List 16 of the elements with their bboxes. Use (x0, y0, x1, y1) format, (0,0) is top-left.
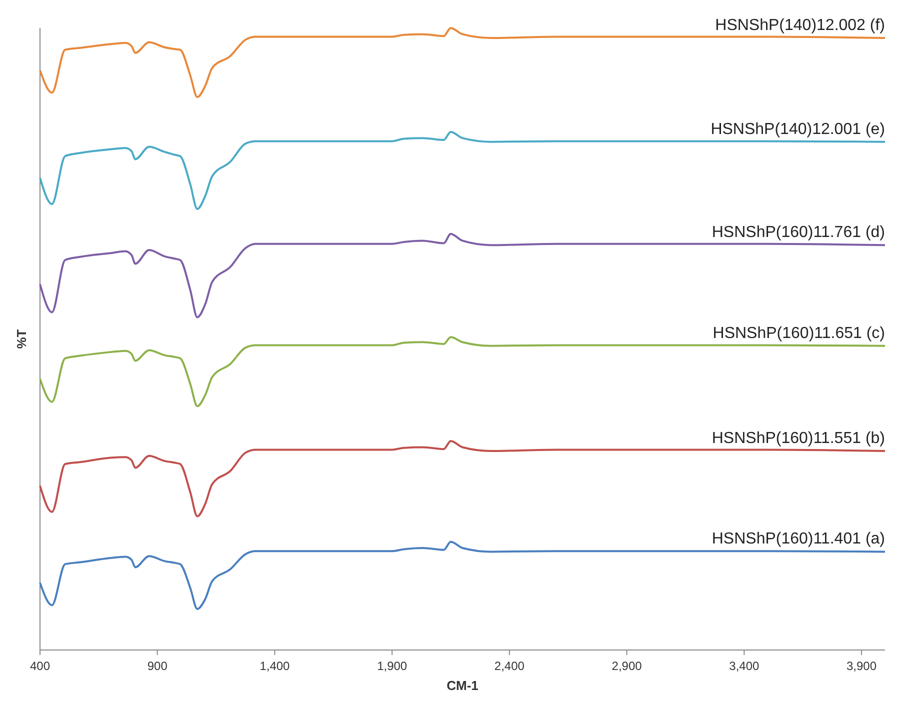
x-tick-label: 2,900 (612, 659, 642, 673)
x-tick-label: 2,400 (494, 659, 525, 673)
series-label: HSNShP(140)12.001 (e) (710, 120, 885, 138)
series-label: HSNShP(160)11.651 (c) (712, 324, 885, 342)
series-label: HSNShP(160)11.551 (b) (712, 430, 885, 447)
x-tick-label: 900 (147, 659, 168, 673)
x-tick-label: 400 (30, 659, 50, 673)
x-tick-label: 1,400 (260, 659, 290, 673)
x-tick-label: 1,900 (377, 659, 408, 673)
series-label: HSNShP(140)12.002 (f) (715, 16, 885, 34)
x-tick-label: 3,900 (846, 659, 877, 673)
series-label: HSNShP(160)11.401 (a) (712, 530, 885, 548)
y-axis-title: %T (14, 329, 29, 349)
x-tick-label: 3,400 (729, 659, 760, 673)
x-axis-title: CM-1 (446, 678, 478, 693)
series-label: HSNShP(160)11.761 (d) (712, 224, 885, 242)
